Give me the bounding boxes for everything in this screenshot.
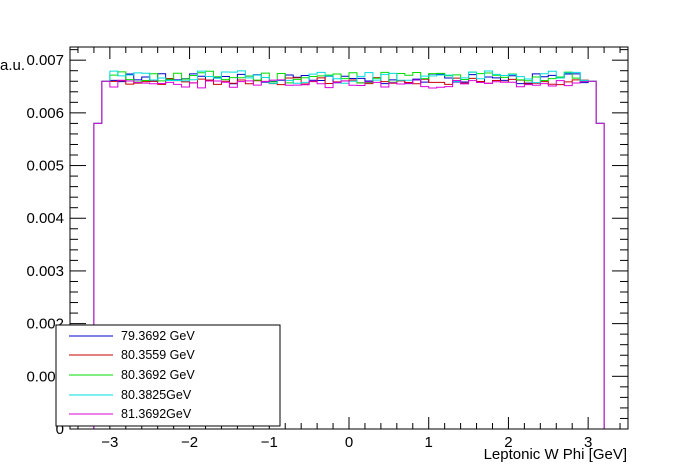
x-tick-label: 1 [425, 434, 433, 451]
legend-entry-3: 80.3692 GeV [69, 368, 195, 382]
legend-label-5: 81.3692GeV [121, 407, 192, 421]
legend-label-1: 79.3692 GeV [121, 329, 195, 343]
x-axis-title: Leptonic W Phi [GeV] [484, 446, 627, 463]
legend-label-4: 80.3825GeV [121, 388, 192, 402]
x-tick-label: −1 [261, 434, 278, 451]
plot-frame [69, 46, 629, 430]
y-axis-ticks: 0 0.001 0.002 0.003 0.004 0.005 0.006 0.007 [26, 49, 628, 438]
legend-label-3: 80.3692 GeV [121, 368, 195, 382]
legend: 79.3692 GeV 80.3559 GeV 80.3692 GeV 80.3… [55, 324, 281, 427]
y-tick-label: 0.007 [26, 52, 64, 69]
y-tick-label: 0.004 [26, 210, 64, 227]
x-tick-label: 0 [345, 434, 353, 451]
y-tick-label: 0.002 [26, 316, 64, 333]
x-tick-label: 2 [504, 434, 512, 451]
legend-entry-2: 80.3559 GeV [69, 348, 195, 362]
legend-entry-1: 79.3692 GeV [69, 329, 195, 343]
legend-label-2: 80.3559 GeV [121, 348, 195, 362]
x-tick-label: −2 [181, 434, 198, 451]
y-tick-label: 0.001 [26, 368, 64, 385]
series-81-3692-gev [93, 79, 605, 429]
histogram-line [93, 79, 605, 429]
y-tick-label: 0.006 [26, 105, 64, 122]
y-tick-label: 0.005 [26, 158, 64, 175]
series-layer [93, 70, 605, 429]
y-axis-title: a.u. [0, 57, 25, 74]
series-80-3692-gev [93, 70, 605, 429]
y-tick-label: 0 [56, 421, 64, 438]
x-tick-label: −3 [101, 434, 118, 451]
y-tick-label: 0.003 [26, 263, 64, 280]
legend-entry-4: 80.3825GeV [69, 388, 192, 402]
legend-entry-5: 81.3692GeV [69, 407, 192, 421]
x-tick-label: 3 [584, 434, 592, 451]
histogram-line [93, 70, 605, 429]
